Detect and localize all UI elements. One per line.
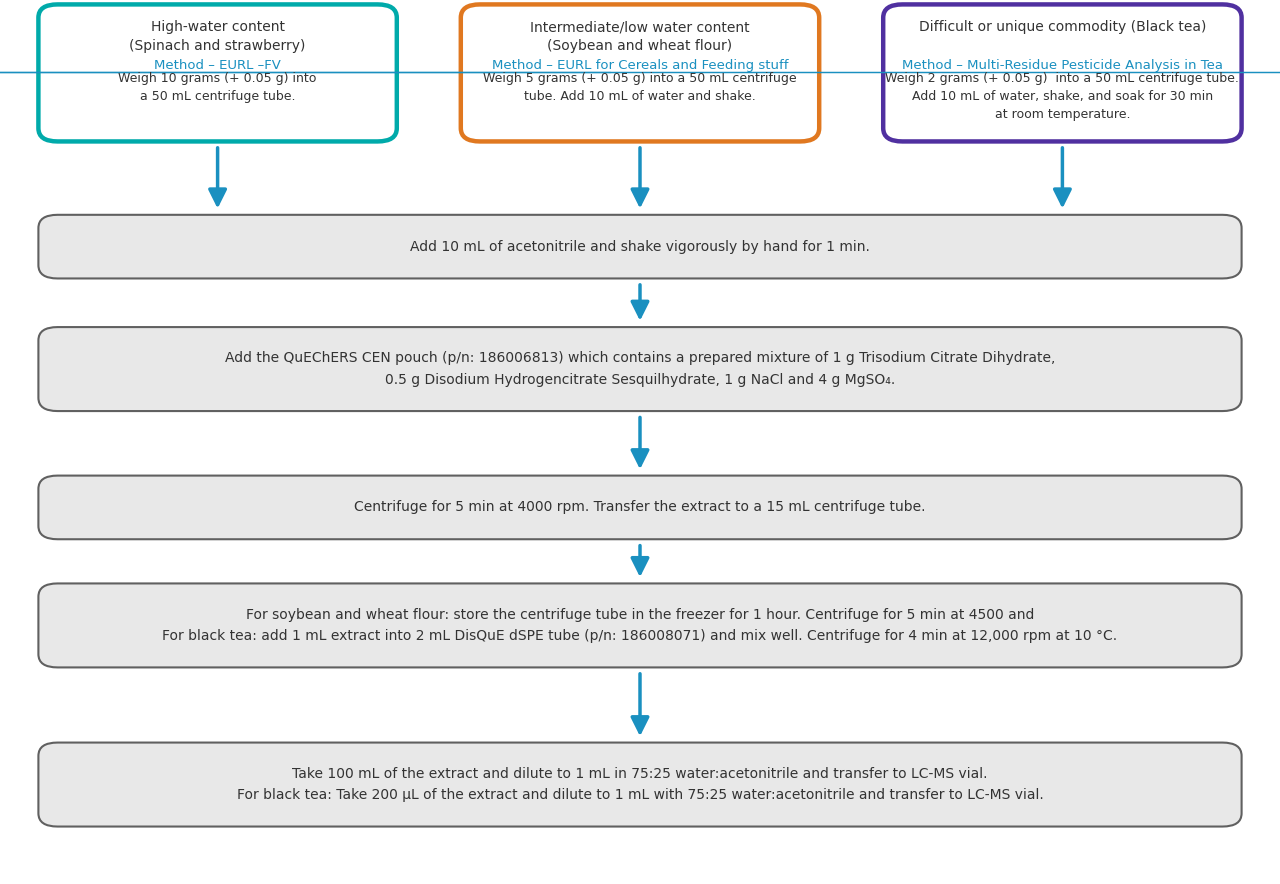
Text: Take 100 mL of the extract and dilute to 1 mL in 75:25 water:acetonitrile and tr: Take 100 mL of the extract and dilute to… xyxy=(237,767,1043,802)
Text: Centrifuge for 5 min at 4000 rpm. Transfer the extract to a 15 mL centrifuge tub: Centrifuge for 5 min at 4000 rpm. Transf… xyxy=(355,500,925,514)
Text: Weigh 10 grams (+ 0.05 g) into
a 50 mL centrifuge tube.: Weigh 10 grams (+ 0.05 g) into a 50 mL c… xyxy=(119,72,316,103)
FancyBboxPatch shape xyxy=(38,4,397,141)
Text: Difficult or unique commodity (Black tea): Difficult or unique commodity (Black tea… xyxy=(919,20,1206,34)
Text: Method – EURL –FV: Method – EURL –FV xyxy=(154,59,282,72)
Text: High-water content
(Spinach and strawberry): High-water content (Spinach and strawber… xyxy=(129,20,306,53)
Text: Method – EURL for Cereals and Feeding stuff: Method – EURL for Cereals and Feeding st… xyxy=(492,59,788,72)
Text: For soybean and wheat flour: store the centrifuge tube in the freezer for 1 hour: For soybean and wheat flour: store the c… xyxy=(163,608,1117,643)
Text: Intermediate/low water content
(Soybean and wheat flour): Intermediate/low water content (Soybean … xyxy=(530,20,750,53)
FancyBboxPatch shape xyxy=(883,4,1242,141)
FancyBboxPatch shape xyxy=(38,215,1242,278)
Text: Add the QuEChERS CEN pouch (p/n: 186006813) which contains a prepared mixture of: Add the QuEChERS CEN pouch (p/n: 1860068… xyxy=(225,352,1055,386)
FancyBboxPatch shape xyxy=(38,583,1242,667)
Text: Weigh 2 grams (+ 0.05 g)  into a 50 mL centrifuge tube.
Add 10 mL of water, shak: Weigh 2 grams (+ 0.05 g) into a 50 mL ce… xyxy=(886,72,1239,121)
Text: Add 10 mL of acetonitrile and shake vigorously by hand for 1 min.: Add 10 mL of acetonitrile and shake vigo… xyxy=(410,240,870,254)
FancyBboxPatch shape xyxy=(38,743,1242,827)
FancyBboxPatch shape xyxy=(461,4,819,141)
FancyBboxPatch shape xyxy=(38,327,1242,411)
Text: Method – Multi-Residue Pesticide Analysis in Tea: Method – Multi-Residue Pesticide Analysi… xyxy=(902,59,1222,72)
Text: Weigh 5 grams (+ 0.05 g) into a 50 mL centrifuge
tube. Add 10 mL of water and sh: Weigh 5 grams (+ 0.05 g) into a 50 mL ce… xyxy=(483,72,797,103)
FancyBboxPatch shape xyxy=(38,476,1242,539)
